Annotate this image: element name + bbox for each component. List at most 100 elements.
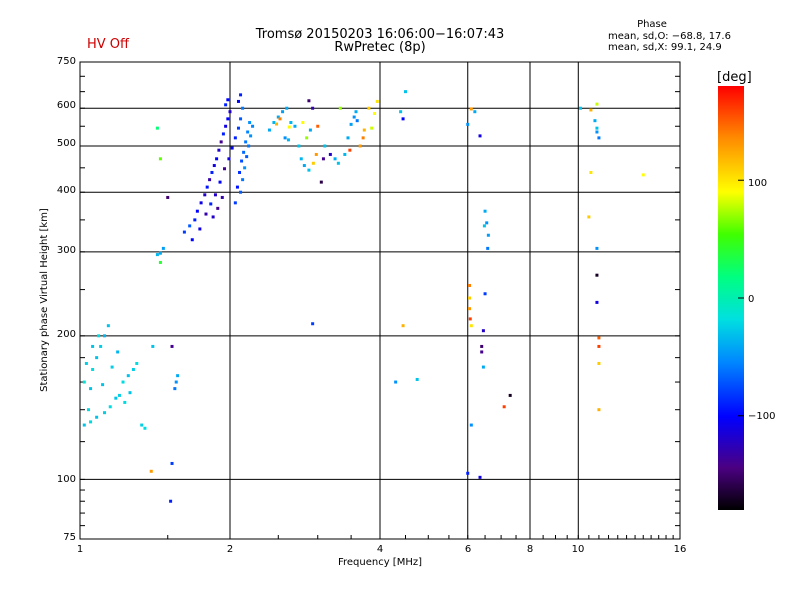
x-tick-label: 2 (226, 544, 234, 555)
data-point (95, 415, 99, 419)
hv-status: HV Off (87, 37, 129, 52)
data-point (158, 260, 162, 264)
data-point (323, 144, 327, 148)
x-tick-label: 10 (571, 544, 585, 555)
data-point (321, 157, 325, 161)
data-point (126, 374, 130, 378)
data-point (482, 224, 486, 228)
data-point (224, 103, 228, 107)
data-point (161, 246, 165, 250)
data-point (595, 130, 599, 134)
data-point (121, 380, 125, 384)
data-point (199, 201, 203, 205)
data-point (578, 106, 582, 110)
data-point (226, 98, 230, 102)
data-point (245, 155, 249, 159)
data-point (244, 140, 248, 144)
data-point (481, 365, 485, 369)
data-point (311, 106, 315, 110)
data-point (212, 164, 216, 168)
data-point (103, 334, 107, 338)
y-axis-label: Stationary phase Virtual Height [km] (39, 208, 50, 392)
data-point (305, 136, 309, 140)
data-point (227, 157, 231, 161)
data-point (84, 361, 88, 365)
data-point (116, 350, 120, 354)
data-point (240, 159, 244, 163)
data-point (401, 117, 405, 121)
data-point (301, 121, 305, 125)
data-point (311, 161, 315, 165)
data-point (352, 115, 356, 119)
data-point (99, 344, 103, 348)
data-point (595, 126, 599, 130)
data-point (468, 317, 472, 321)
data-point (276, 115, 280, 119)
data-point (587, 215, 591, 219)
data-point (248, 121, 252, 125)
data-point (349, 122, 353, 126)
plot-frame (79, 61, 681, 540)
data-point (328, 152, 332, 156)
data-point (86, 408, 90, 412)
data-point (311, 322, 315, 326)
data-point (143, 426, 147, 430)
data-point (219, 140, 223, 144)
data-point (173, 387, 177, 391)
data-point (597, 408, 601, 412)
data-point (226, 117, 230, 121)
data-point (89, 387, 93, 391)
data-point (82, 423, 86, 427)
colorbar-tick-label: 100 (748, 178, 768, 189)
data-point (195, 209, 199, 213)
x-tick-label: 1 (76, 544, 84, 555)
data-point (223, 167, 227, 171)
data-point (415, 377, 419, 381)
colorbar-unit: [deg] (717, 70, 752, 85)
data-point (358, 144, 362, 148)
plot-grid (79, 62, 681, 539)
data-point (131, 367, 135, 371)
data-point (155, 126, 159, 130)
data-point (595, 300, 599, 304)
y-tick-label: 200 (56, 329, 76, 340)
data-point (466, 122, 470, 126)
data-point (595, 273, 599, 277)
data-point (589, 108, 593, 112)
data-point (361, 136, 365, 140)
data-point (166, 195, 170, 199)
data-point (478, 475, 482, 479)
data-point (158, 157, 162, 161)
data-point (502, 405, 506, 409)
data-point (480, 344, 484, 348)
data-point (110, 365, 114, 369)
data-point (211, 215, 215, 219)
y-tick-label: 75 (63, 532, 76, 543)
data-point (473, 110, 477, 114)
data-point (483, 292, 487, 296)
x-tick-label: 8 (526, 544, 534, 555)
data-point (176, 374, 180, 378)
data-point (239, 93, 243, 97)
data-point (314, 152, 318, 156)
scatter-points (82, 90, 645, 503)
data-point (155, 253, 159, 257)
data-point (480, 350, 484, 354)
colorbar-tick-label: −100 (748, 411, 776, 422)
data-point (169, 499, 173, 503)
data-point (348, 148, 352, 152)
data-point (403, 90, 407, 94)
data-point (247, 144, 251, 148)
data-point (355, 119, 359, 123)
data-point (299, 157, 303, 161)
data-point (242, 150, 246, 154)
data-point (123, 400, 127, 404)
data-point (228, 110, 232, 114)
data-point (204, 212, 208, 216)
data-point (217, 148, 221, 152)
data-point (486, 246, 490, 250)
data-point (91, 344, 95, 348)
data-point (101, 383, 105, 387)
data-point (224, 124, 228, 128)
